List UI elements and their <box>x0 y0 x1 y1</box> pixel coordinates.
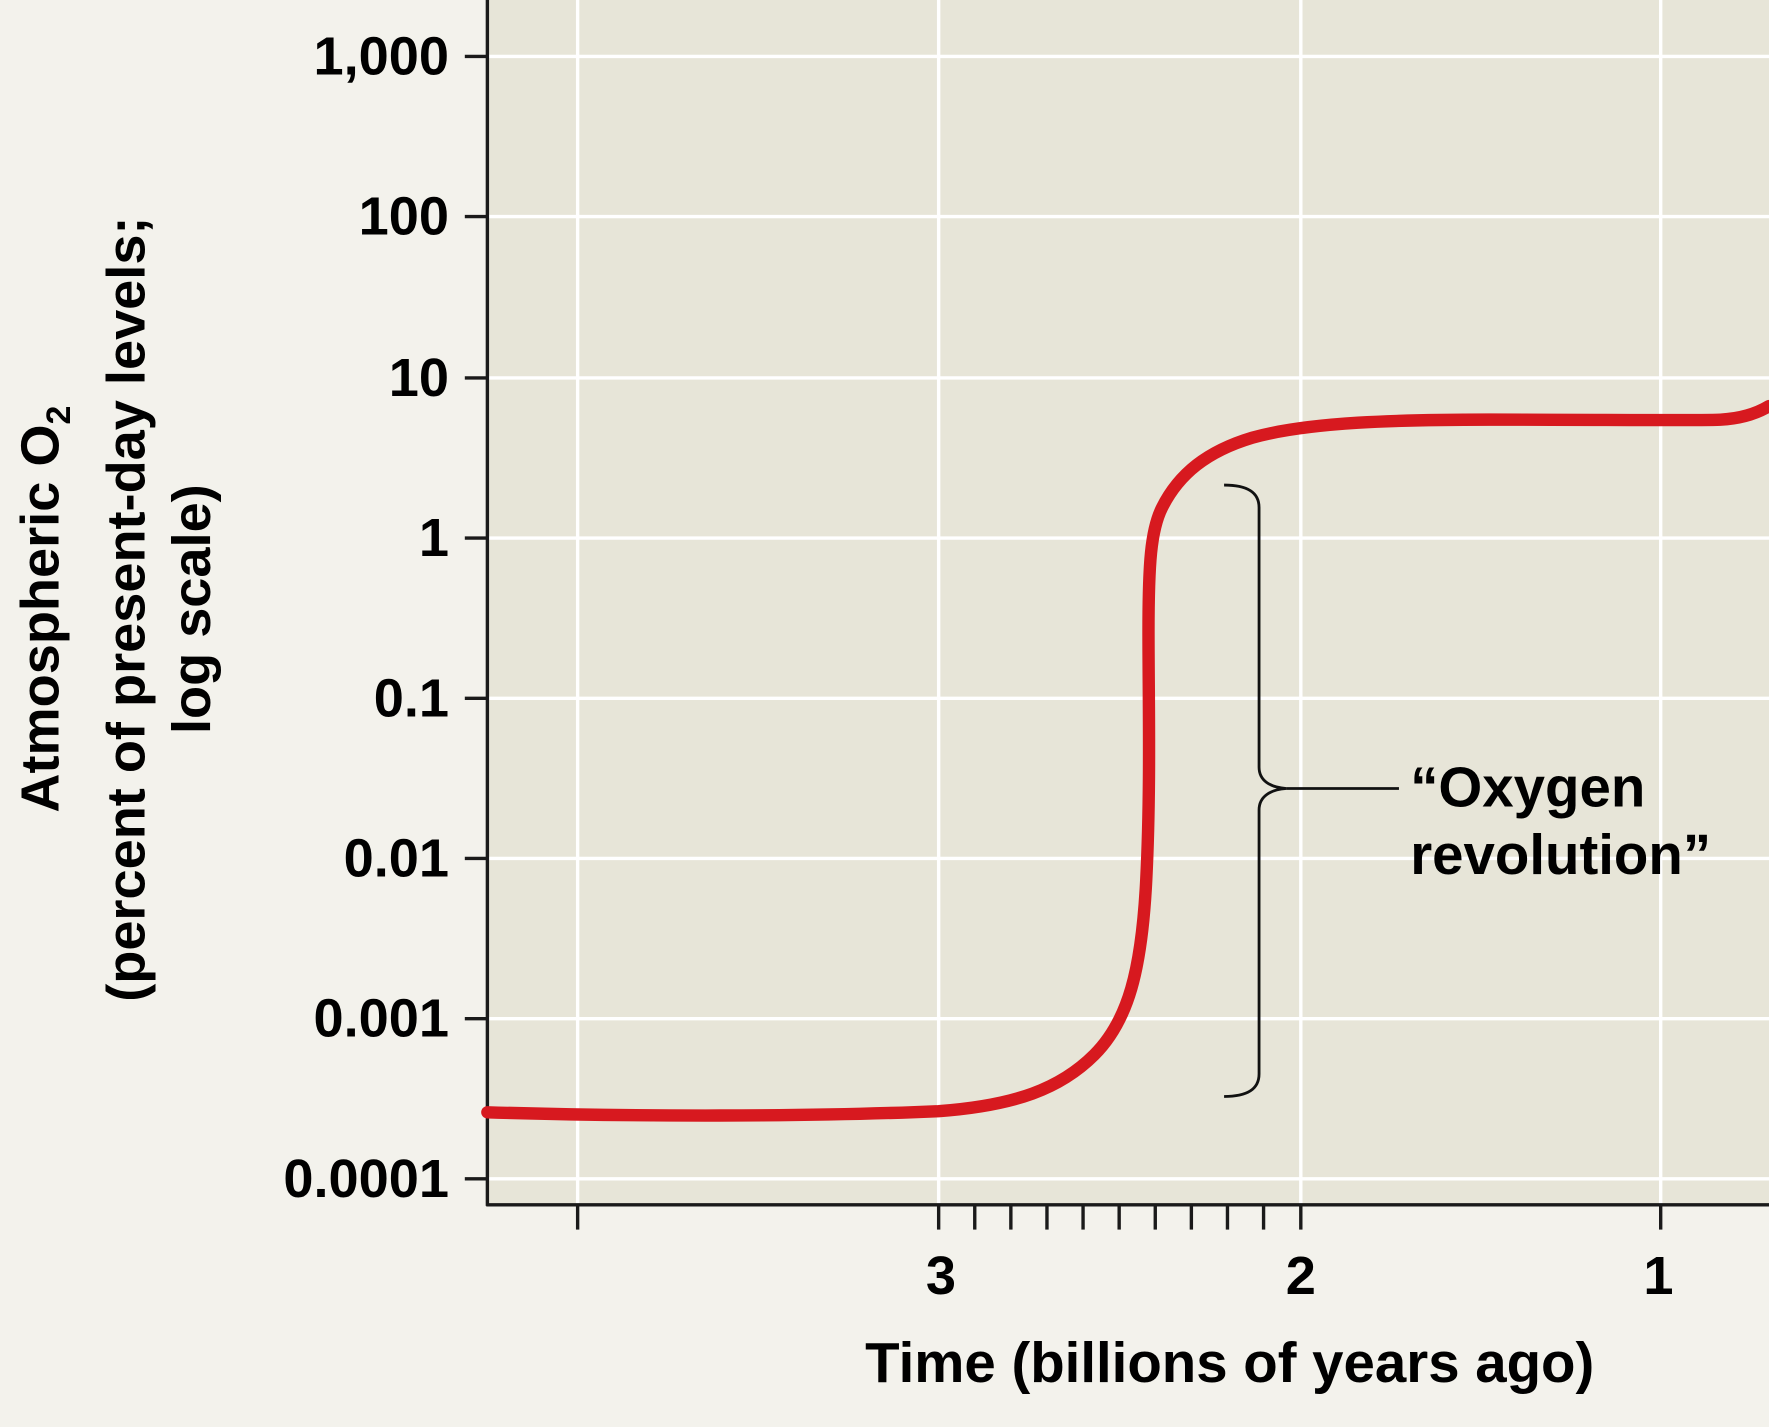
y-tick-label: 1 <box>419 508 449 568</box>
y-tick-label: 0.01 <box>344 829 449 889</box>
x-axis-title: Time (billions of years ago) <box>865 1331 1594 1394</box>
gridlines <box>487 0 1769 1205</box>
annotation-label-line1: “Oxygen <box>1410 756 1645 819</box>
y-axis-title-line2: (percent of present-day levels; <box>96 217 156 1002</box>
annotation-label-line2: revolution” <box>1410 823 1711 886</box>
y-tick-label: 0.1 <box>374 668 449 728</box>
plot-area <box>487 0 1769 1205</box>
y-tick-label: 0.001 <box>314 989 449 1049</box>
y-tick-labels: 1,000 100 10 1 0.1 0.01 0.001 0.0001 <box>283 26 449 1208</box>
x-ticks <box>575 1204 1663 1230</box>
x-tick-label: 1 <box>1643 1246 1673 1306</box>
y-ticks <box>464 54 488 1181</box>
y-axis-title: Atmospheric O2 (percent of present-day l… <box>11 217 222 1002</box>
x-tick-label: 2 <box>1286 1246 1316 1306</box>
x-tick-labels: 3 2 1 <box>926 1246 1674 1306</box>
y-axis-title-line1: Atmospheric O2 <box>11 406 78 813</box>
y-tick-label: 1,000 <box>314 26 449 86</box>
oxygen-curve <box>481 399 1769 1122</box>
x-tick-label: 3 <box>926 1246 956 1306</box>
y-tick-label: 0.0001 <box>283 1149 449 1209</box>
y-tick-label: 10 <box>389 348 449 408</box>
y-tick-label: 100 <box>359 187 449 247</box>
brace-annotation <box>1224 483 1399 1098</box>
y-axis-title-line3: log scale) <box>162 484 222 734</box>
axes <box>485 0 1769 1207</box>
